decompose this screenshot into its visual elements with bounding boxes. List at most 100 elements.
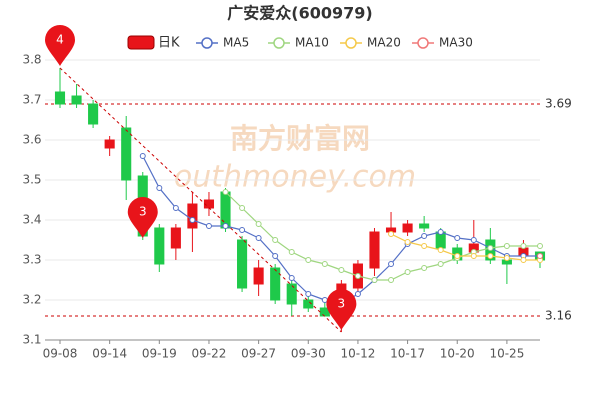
candle-body: [54, 91, 66, 105]
ma-point: [388, 261, 395, 267]
x-tick-label: 09-27: [241, 347, 276, 361]
ma-point: [156, 185, 163, 191]
ma-point: [272, 253, 279, 259]
marker-pin: 4: [45, 25, 75, 66]
marker-label: 3: [139, 205, 147, 219]
marker-label: 4: [56, 33, 64, 47]
watermark: outhmoney.com: [174, 160, 416, 195]
legend-label: MA5: [223, 36, 249, 50]
ma-point: [404, 269, 411, 275]
candle-body: [303, 299, 314, 309]
ma-point: [537, 243, 543, 249]
ma-point: [487, 245, 494, 251]
ma-point: [321, 261, 328, 267]
legend-label: 日K: [158, 36, 180, 51]
ma-point: [354, 273, 361, 279]
ma-point: [454, 235, 461, 241]
ma-point: [222, 223, 229, 229]
candle-body: [71, 95, 82, 105]
candle-body: [187, 203, 198, 229]
ma-point: [288, 275, 295, 281]
candle-body: [270, 267, 281, 301]
candle-body: [88, 103, 99, 125]
marker-shape: [326, 289, 357, 330]
trend-line: [59, 67, 342, 333]
ma-point: [371, 277, 378, 283]
x-tick-label: 09-19: [142, 347, 177, 361]
marker-shape: [45, 25, 75, 66]
ma-point: [437, 229, 444, 235]
ma-point: [338, 267, 345, 273]
ma-point: [205, 223, 212, 229]
x-tick-label: 09-08: [43, 347, 78, 361]
legend-dot: [273, 37, 285, 49]
x-tick-label: 10-25: [489, 347, 524, 361]
candle-body: [154, 227, 165, 265]
candle-body: [203, 199, 215, 209]
marker-pin: 3: [127, 197, 158, 238]
ma-point: [487, 253, 494, 259]
ma-point: [421, 233, 428, 239]
ma-point: [288, 249, 295, 255]
y-tick-label: 3.3: [22, 253, 41, 267]
ma-point: [239, 227, 246, 233]
x-tick-label: 10-12: [340, 347, 375, 361]
legend-label: MA20: [367, 36, 401, 50]
ma-point: [470, 253, 477, 259]
ma-point: [520, 257, 527, 263]
y-tick-label: 3.2: [22, 293, 41, 307]
y-tick-label: 3.4: [22, 213, 41, 227]
ma-point: [470, 237, 477, 243]
candle-body: [419, 223, 430, 229]
ma-point: [537, 253, 543, 259]
ma-point: [503, 255, 510, 261]
candle-body: [369, 231, 380, 269]
y-tick-label: 3.1: [22, 333, 41, 347]
legend-dot: [345, 37, 357, 49]
ma-line: [225, 191, 540, 281]
legend-swatch: [127, 35, 155, 50]
legend-dot: [201, 37, 213, 49]
ma-point: [172, 205, 179, 211]
candle-body: [121, 127, 132, 181]
ma-point: [239, 205, 246, 211]
ma-point: [421, 243, 428, 249]
ma-point: [255, 235, 262, 241]
ma-point: [305, 257, 312, 263]
ma-point: [520, 243, 527, 249]
marker-pin: 3: [326, 289, 357, 330]
candle-body: [253, 267, 264, 285]
candle-body: [237, 239, 248, 289]
ma-point: [503, 243, 510, 249]
ma-point: [404, 239, 411, 245]
ma-point: [305, 291, 312, 297]
marker-label: 3: [338, 297, 346, 311]
ma-point: [437, 247, 444, 253]
ma-point: [388, 277, 395, 283]
legend-label: MA10: [295, 36, 329, 50]
ma-point: [437, 261, 444, 267]
ma-point: [454, 253, 461, 259]
ref-label: 3.69: [545, 97, 572, 111]
ma-point: [272, 237, 279, 243]
ma-point: [255, 221, 262, 227]
legend-dot: [417, 37, 429, 49]
x-tick-label: 09-14: [92, 347, 127, 361]
x-tick-label: 09-22: [192, 347, 227, 361]
ma-point: [189, 217, 196, 223]
y-tick-label: 3.5: [22, 173, 41, 187]
ma-line: [390, 233, 540, 261]
ref-label: 3.16: [545, 309, 572, 323]
marker-shape: [127, 197, 158, 238]
candle-body: [170, 227, 181, 249]
ma-point: [139, 153, 146, 159]
ma-point: [421, 265, 428, 271]
ma-point: [354, 291, 361, 297]
y-tick-label: 3.8: [22, 53, 41, 67]
x-tick-label: 10-17: [390, 347, 425, 361]
legend-label: MA30: [439, 36, 473, 50]
candle-body: [402, 223, 413, 233]
candle-body: [104, 139, 115, 149]
ma-point: [388, 231, 395, 237]
